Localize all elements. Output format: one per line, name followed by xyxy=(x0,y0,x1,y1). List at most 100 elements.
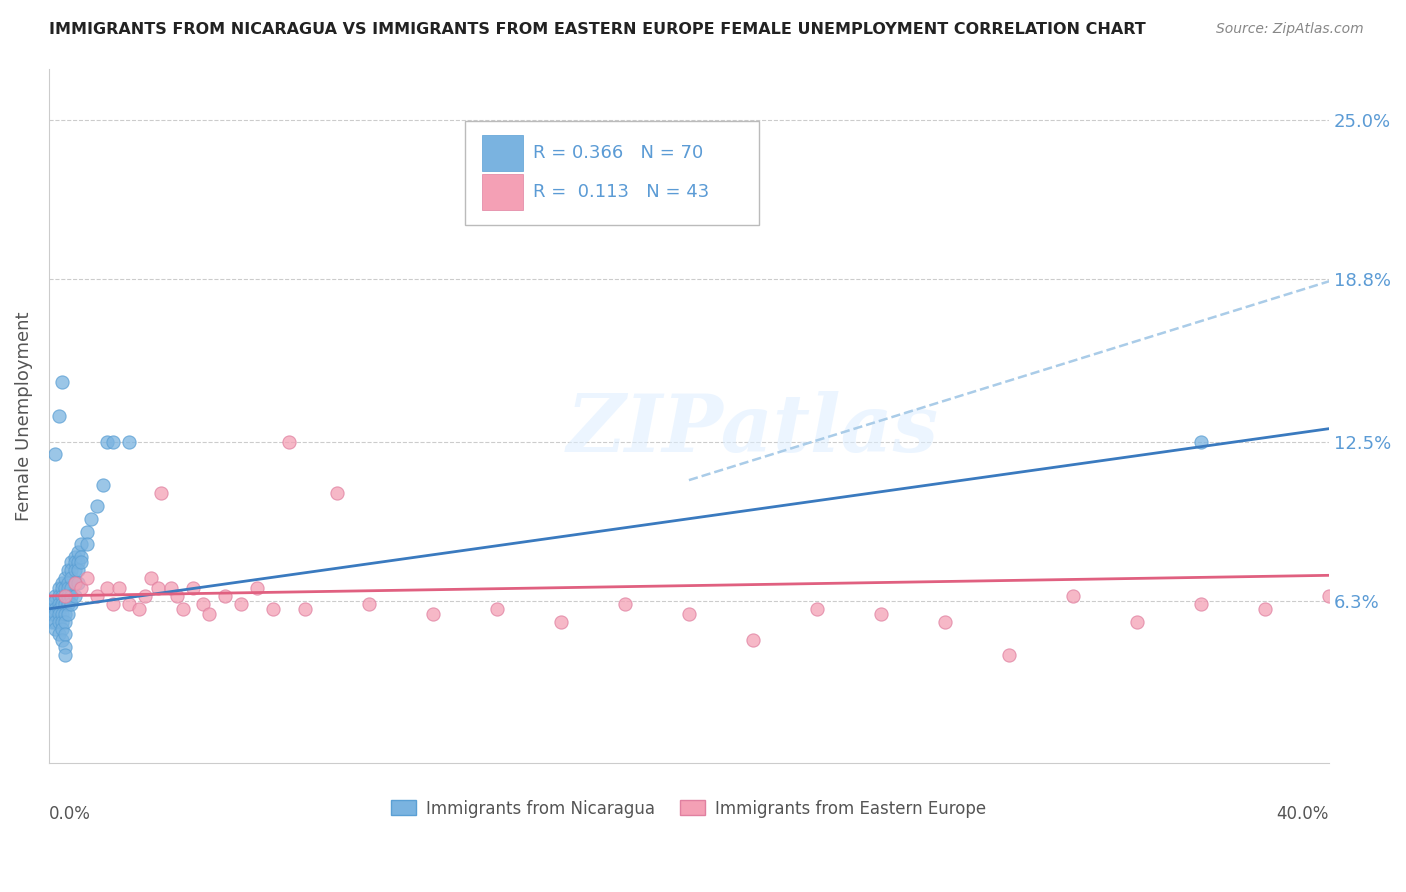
Point xyxy=(422,607,444,621)
Point xyxy=(613,597,636,611)
Point xyxy=(44,594,66,608)
Point xyxy=(63,576,86,591)
Point xyxy=(41,601,63,615)
Point xyxy=(198,607,221,621)
Point xyxy=(56,581,79,595)
Point xyxy=(48,581,70,595)
Point xyxy=(48,607,70,621)
Point xyxy=(326,486,349,500)
Point xyxy=(76,524,98,539)
Point xyxy=(53,571,76,585)
Point xyxy=(870,607,893,621)
Point xyxy=(60,556,83,570)
Point xyxy=(246,581,269,595)
Point xyxy=(357,597,380,611)
Point xyxy=(76,537,98,551)
Point xyxy=(134,589,156,603)
Y-axis label: Female Unemployment: Female Unemployment xyxy=(15,311,32,521)
Point xyxy=(44,601,66,615)
Point xyxy=(53,581,76,595)
Text: 40.0%: 40.0% xyxy=(1277,805,1329,822)
Point xyxy=(678,607,700,621)
FancyBboxPatch shape xyxy=(465,120,759,225)
Point xyxy=(48,601,70,615)
Point xyxy=(63,550,86,565)
Point xyxy=(214,589,236,603)
Point xyxy=(1189,597,1212,611)
Point xyxy=(53,648,76,662)
Point xyxy=(86,589,108,603)
Point xyxy=(141,571,163,585)
Point xyxy=(93,478,115,492)
Point xyxy=(66,545,89,559)
Point xyxy=(41,597,63,611)
Point xyxy=(51,607,73,621)
Point xyxy=(60,571,83,585)
Point xyxy=(44,447,66,461)
Point xyxy=(66,576,89,591)
Point xyxy=(53,589,76,603)
Text: Source: ZipAtlas.com: Source: ZipAtlas.com xyxy=(1216,22,1364,37)
Point xyxy=(485,601,508,615)
Text: IMMIGRANTS FROM NICARAGUA VS IMMIGRANTS FROM EASTERN EUROPE FEMALE UNEMPLOYMENT : IMMIGRANTS FROM NICARAGUA VS IMMIGRANTS … xyxy=(49,22,1146,37)
Point xyxy=(51,581,73,595)
Point xyxy=(48,589,70,603)
Point xyxy=(56,597,79,611)
Point xyxy=(51,589,73,603)
Point xyxy=(118,597,141,611)
Point xyxy=(118,434,141,449)
Point xyxy=(56,576,79,591)
Point xyxy=(63,556,86,570)
Point xyxy=(294,601,316,615)
Point xyxy=(44,623,66,637)
Text: 0.0%: 0.0% xyxy=(49,805,91,822)
Point xyxy=(51,623,73,637)
Point xyxy=(51,576,73,591)
Point xyxy=(146,581,169,595)
Point xyxy=(41,607,63,621)
Point xyxy=(229,597,252,611)
Point xyxy=(79,512,101,526)
Point xyxy=(60,581,83,595)
Point xyxy=(550,615,572,629)
Point xyxy=(70,581,93,595)
Point xyxy=(101,434,124,449)
Point xyxy=(96,434,118,449)
Point xyxy=(60,589,83,603)
Point xyxy=(108,581,131,595)
Point xyxy=(48,615,70,629)
Point xyxy=(56,607,79,621)
Point xyxy=(66,563,89,577)
Point xyxy=(51,632,73,647)
FancyBboxPatch shape xyxy=(482,174,523,211)
Point xyxy=(278,434,301,449)
Point xyxy=(86,499,108,513)
Point xyxy=(128,601,150,615)
Point xyxy=(60,597,83,611)
Point xyxy=(53,615,76,629)
Point xyxy=(806,601,828,615)
Point xyxy=(41,615,63,629)
Point xyxy=(1317,589,1340,603)
Point xyxy=(70,537,93,551)
Text: R = 0.366   N = 70: R = 0.366 N = 70 xyxy=(533,144,703,161)
Point xyxy=(51,376,73,390)
Point xyxy=(53,640,76,655)
Point xyxy=(172,601,194,615)
Point xyxy=(262,601,284,615)
Point xyxy=(191,597,214,611)
Point xyxy=(53,589,76,603)
FancyBboxPatch shape xyxy=(482,135,523,170)
Point xyxy=(149,486,172,500)
Point xyxy=(51,597,73,611)
Legend: Immigrants from Nicaragua, Immigrants from Eastern Europe: Immigrants from Nicaragua, Immigrants fr… xyxy=(385,793,993,824)
Point xyxy=(56,589,79,603)
Point xyxy=(60,563,83,577)
Point xyxy=(159,581,181,595)
Point xyxy=(166,589,188,603)
Point xyxy=(1189,434,1212,449)
Point xyxy=(56,563,79,577)
Point xyxy=(63,563,86,577)
Text: R =  0.113   N = 43: R = 0.113 N = 43 xyxy=(533,183,709,202)
Point xyxy=(44,615,66,629)
